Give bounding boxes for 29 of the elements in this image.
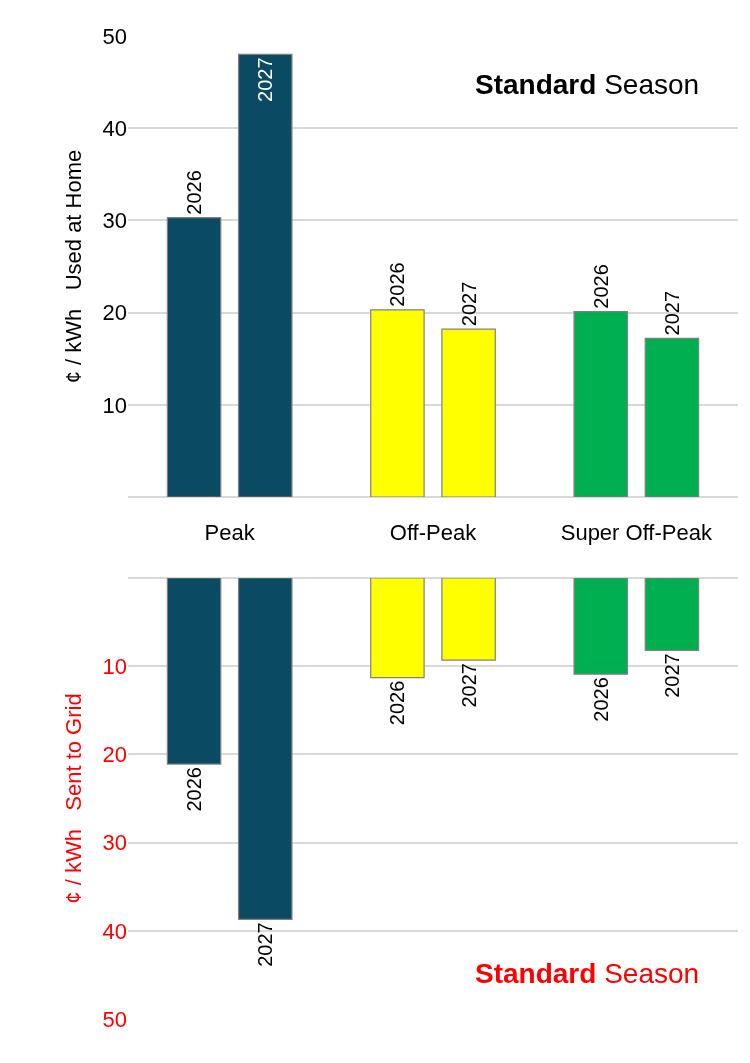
y-tick-label: 10: [102, 392, 127, 418]
y-axis-title: ¢ / kWh Sent to Grid: [61, 693, 87, 904]
text: 2027: [457, 663, 480, 708]
text: Standard Season: [475, 958, 700, 989]
y-tick-label: 50: [102, 23, 127, 49]
y-tick-label: 50: [102, 1006, 127, 1032]
text: Standard Season: [475, 69, 700, 100]
text: 2026: [589, 677, 612, 722]
text: 2026: [183, 170, 206, 215]
y-tick-label: 20: [102, 300, 127, 326]
y-tick-label: 40: [102, 918, 127, 944]
text: 2027: [457, 281, 480, 327]
y-tick-label: 40: [102, 115, 127, 141]
text: 2026: [183, 767, 206, 812]
x-tick-label: Peak: [204, 520, 256, 546]
text: 2027: [660, 290, 683, 336]
y-tick-label: 30: [102, 208, 127, 234]
y-tick-label: 20: [102, 742, 127, 768]
text: 2027: [660, 653, 683, 698]
y-axis-title: ¢ / kWh Used at Home: [61, 149, 87, 384]
series-label: 2027: [254, 57, 277, 102]
x-tick-label: Super Off-Peak: [560, 520, 713, 546]
text: 2026: [386, 262, 409, 307]
text: 2026: [386, 680, 409, 726]
text: 2027: [254, 922, 277, 967]
y-tick-label: 10: [102, 653, 127, 679]
y-tick-label: 30: [102, 830, 127, 856]
x-tick-label: Off-Peak: [389, 520, 478, 546]
text: 2026: [589, 264, 612, 309]
